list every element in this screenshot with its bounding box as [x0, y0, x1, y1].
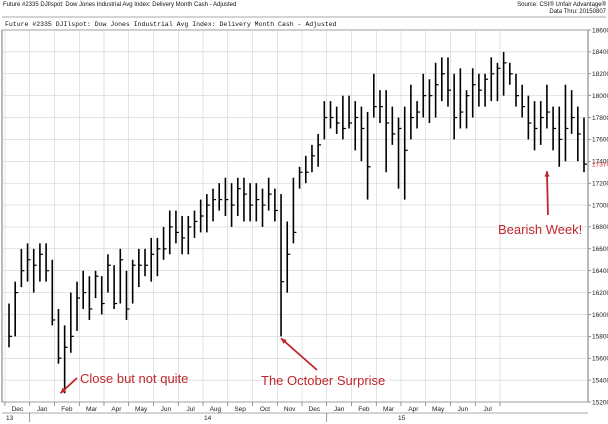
annotation-arrow-shaft [280, 337, 318, 371]
y-tick-label: 17200 [592, 180, 608, 187]
y-tick-label: 16400 [592, 268, 608, 275]
x-tick-label: Mar [86, 406, 98, 413]
x-tick-label: Aug [210, 406, 222, 413]
x-tick-label: May [135, 406, 148, 413]
y-tick-label: 15400 [592, 377, 608, 384]
x-tick-label: Dec [309, 406, 321, 413]
y-tick-label: 18600 [592, 27, 608, 34]
chart-subtitle: Future #2335 DJIlspot: Dow Jones Industr… [5, 21, 337, 28]
annotation-close-but-not-quite: Close but not quite [80, 371, 188, 386]
y-tick-label: 17000 [592, 202, 608, 209]
x-tick-label: Sep [234, 406, 246, 413]
annotation-arrow-head [544, 171, 550, 177]
y-tick-label: 15200 [592, 399, 608, 406]
y-tick-label: 18000 [592, 93, 608, 100]
y-tick-label: 17600 [592, 137, 608, 144]
x-tick-label: May [432, 406, 445, 413]
x-tick-label: Nov [284, 406, 296, 413]
y-tick-label: 15600 [592, 356, 608, 363]
x-tick-label: Dec [12, 406, 24, 413]
annotation-bearish-week: Bearish Week! [498, 222, 582, 237]
data-thru-label: Data Thru: 20150807 [549, 9, 606, 15]
y-tick-label: 18200 [592, 71, 608, 78]
year-label: 14 [204, 415, 212, 422]
x-tick-label: Jun [458, 406, 469, 413]
annotation-arrows [59, 171, 550, 394]
x-tick-label: Oct [260, 406, 270, 413]
gridlines [2, 29, 588, 403]
year-label: 15 [398, 415, 406, 422]
y-tick-label: 17400 [592, 159, 608, 166]
x-tick-label: Feb [358, 406, 370, 413]
chart-source-title: Future #2335 DJIlspot: Dow Jones Industr… [3, 2, 237, 8]
x-tick-label: Jan [37, 406, 48, 413]
y-tick-label: 15800 [592, 334, 608, 341]
x-tick-label: Feb [61, 406, 73, 413]
y-tick-label: 18400 [592, 49, 608, 56]
x-tick-label: Jan [334, 406, 345, 413]
y-axis: 15200 15400 15600 15800 16000 16200 16400 16600… [588, 27, 608, 406]
y-tick-label: 16600 [592, 246, 608, 253]
x-tick-label: Apr [111, 406, 122, 413]
annotation-arrow-head [60, 387, 67, 394]
price-bars [8, 51, 587, 394]
y-tick-label: 16000 [592, 312, 608, 319]
y-tick-label: 16800 [592, 224, 608, 231]
y-tick-label: 17800 [592, 115, 608, 122]
x-tick-label: Mar [383, 406, 395, 413]
year-label: 13 [6, 415, 14, 422]
annotation-october-surprise: The October Surprise [261, 373, 385, 388]
x-tick-label: Jul [186, 406, 195, 413]
x-tick-label: Jun [161, 406, 172, 413]
x-tick-label: Apr [408, 406, 419, 413]
annotation-arrow-shaft [546, 171, 549, 216]
y-tick-label: 16200 [592, 290, 608, 297]
x-tick-label: Jul [483, 406, 492, 413]
data-source-label: Source: CSI® Unfair Advantage® [517, 2, 606, 8]
annotation-arrow-head [281, 338, 287, 344]
x-axis: Dec Jan Feb Mar Apr May Jun Jul Aug Sep Oct Nov Dec J… [2, 402, 588, 422]
last-value-label: 17374 [592, 161, 608, 168]
